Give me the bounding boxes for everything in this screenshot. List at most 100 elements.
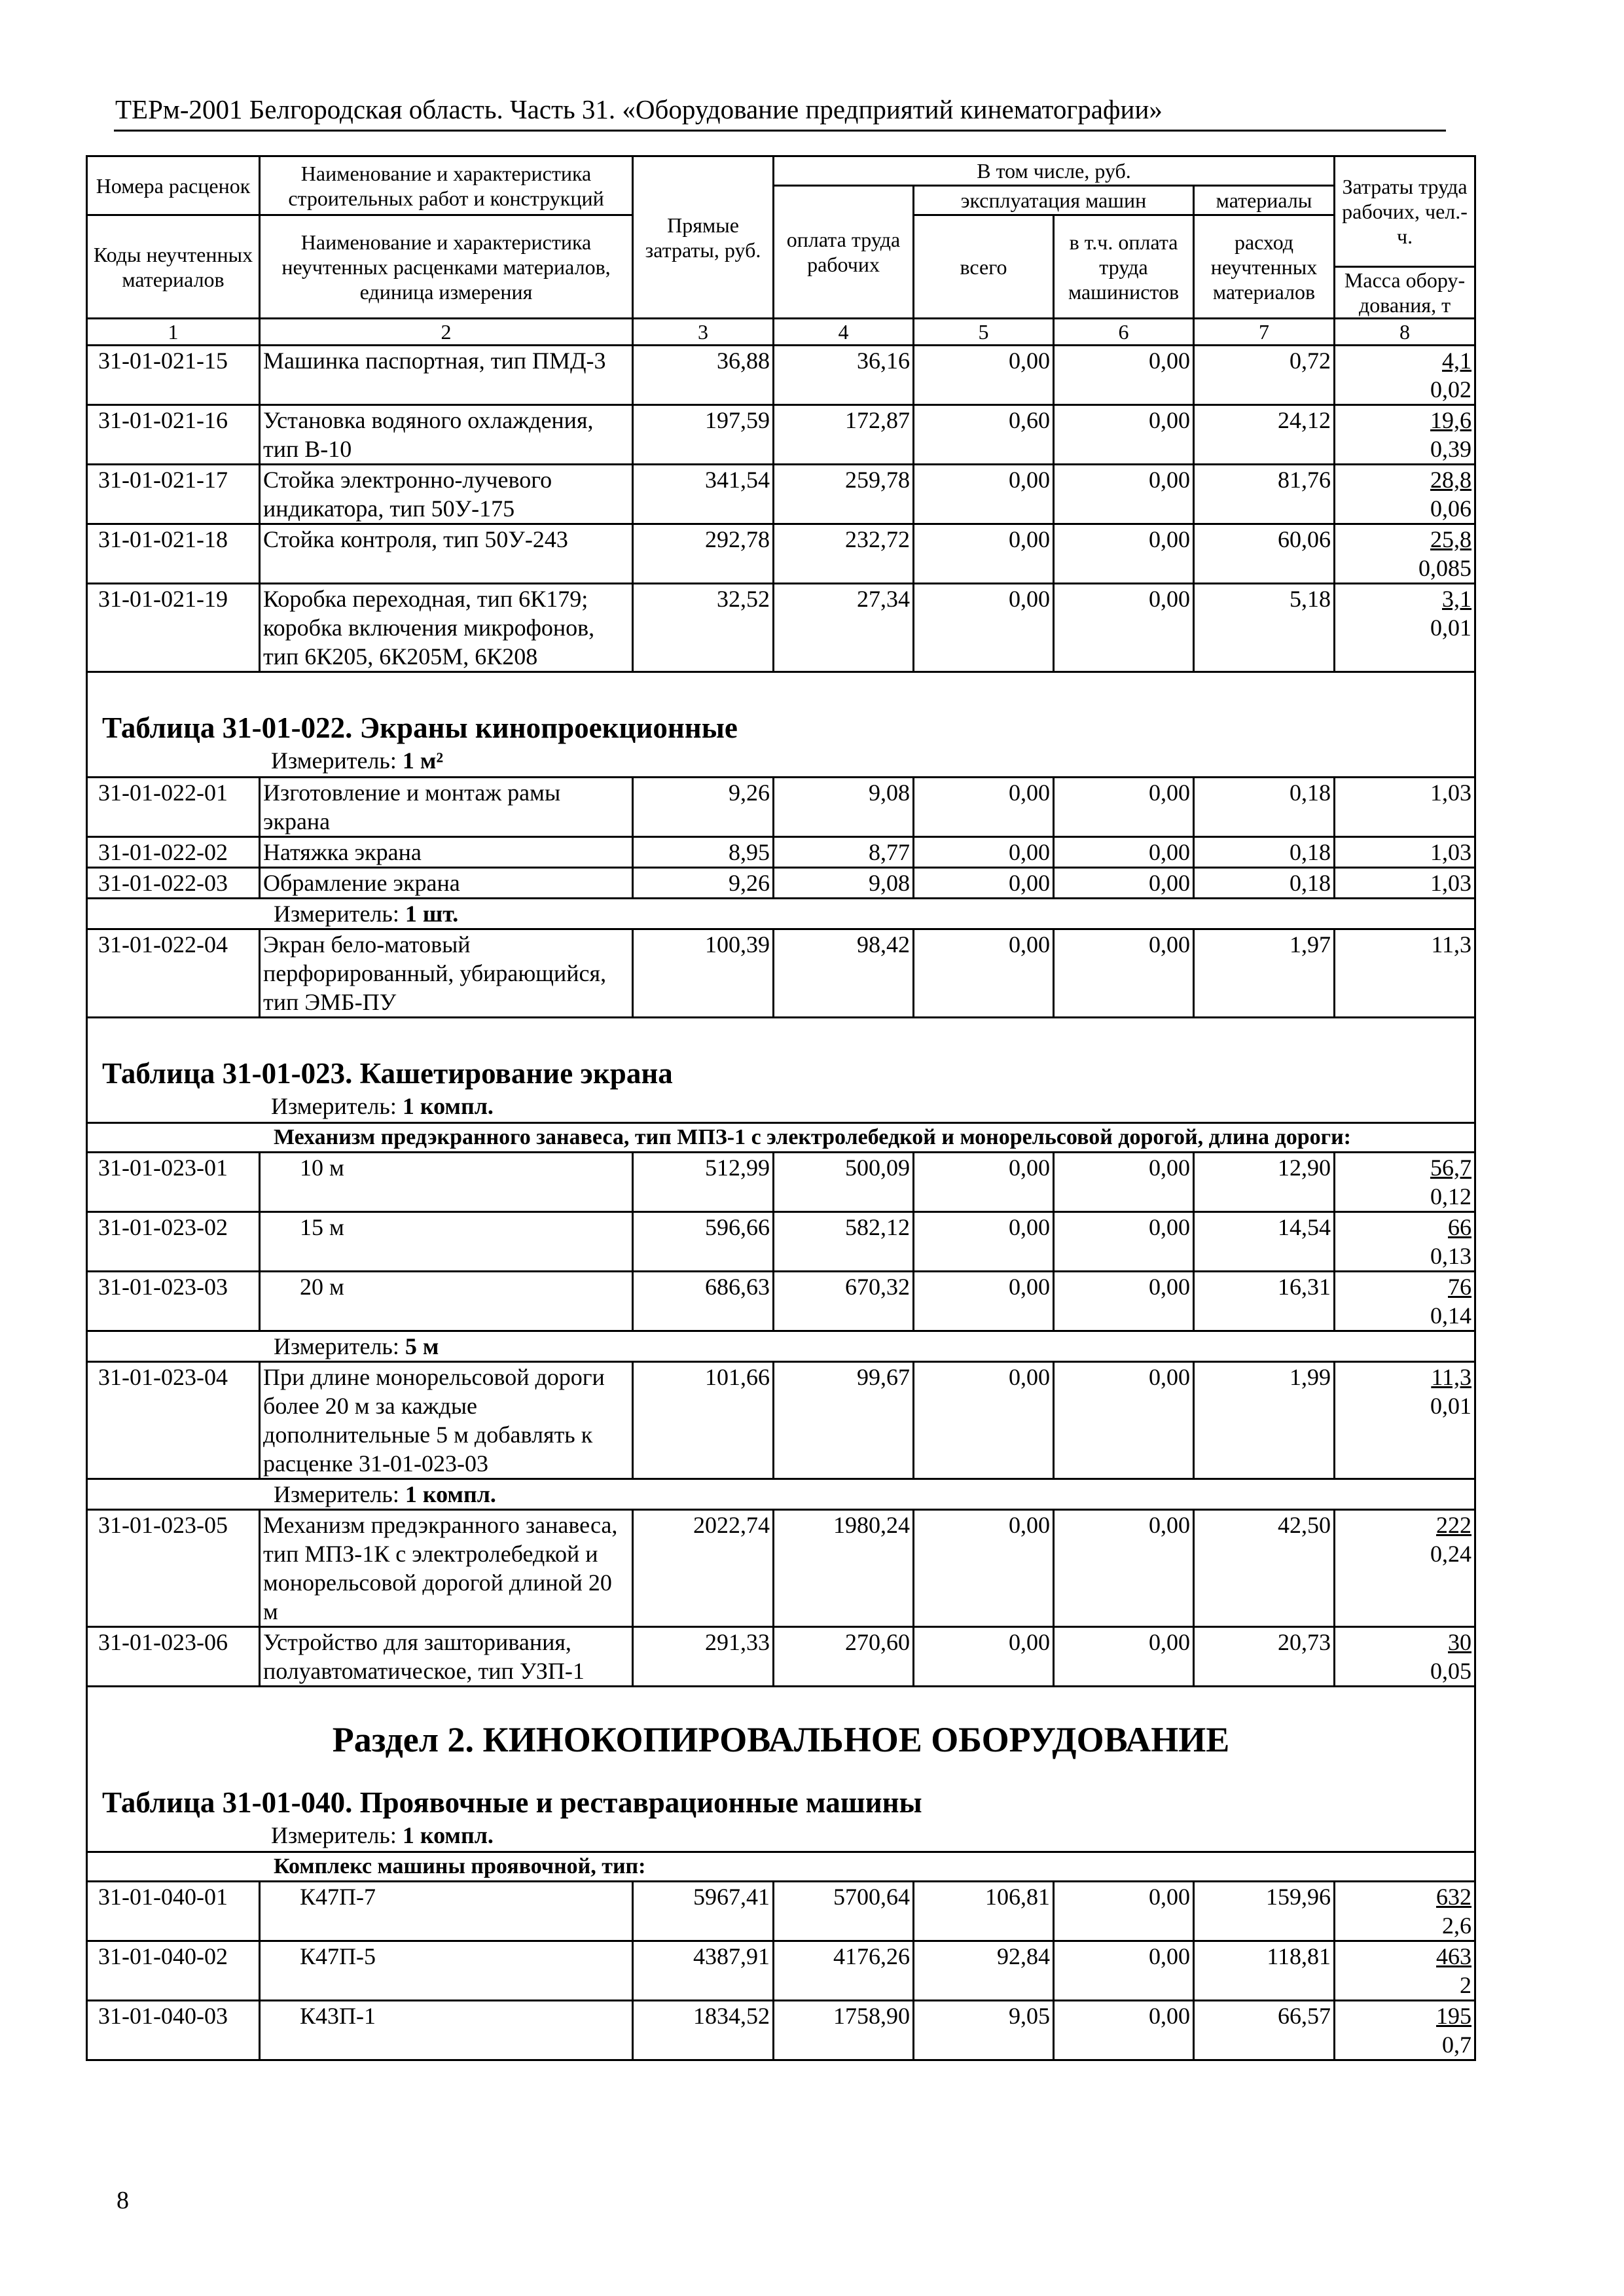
labor-mass-cell: 19,6 0,39: [1333, 404, 1477, 465]
value-c3: 5967,41: [632, 1880, 774, 1942]
rate-code: 31-01-023-01: [86, 1151, 261, 1213]
labor-value: 76: [1448, 1274, 1472, 1300]
value-c3: 596,66: [632, 1211, 774, 1272]
value-c4: 99,67: [772, 1361, 914, 1480]
labor-value: 66: [1448, 1214, 1472, 1240]
labor-mass-cell: 3,1 0,01: [1333, 583, 1477, 673]
value-c3: 101,66: [632, 1361, 774, 1480]
labor-value: 1,03: [1430, 780, 1472, 806]
work-name: Изготовление и монтаж рамы экрана: [259, 776, 634, 838]
rate-code: 31-01-021-17: [86, 463, 261, 525]
labor-value: 1,03: [1430, 839, 1472, 865]
table-row: 31-01-022-01 Изготовление и монтаж рамы э…: [86, 776, 1477, 838]
table-title: Таблица 31-01-022. Экраны кинопроекционн…: [102, 711, 738, 744]
value-c3: 292,78: [632, 523, 774, 584]
table-row: 31-01-023-01 10 м 512,99 500,09 0,00 0,00 12,9…: [86, 1151, 1477, 1213]
rate-code: 31-01-021-16: [86, 404, 261, 465]
labor-value: 1,03: [1430, 870, 1472, 896]
value-c7: 0,72: [1192, 344, 1336, 406]
table-row: 31-01-022-02 Натяжка экрана 8,95 8,77 0,00 0,…: [86, 836, 1477, 869]
value-c6: 0,00: [1053, 1211, 1195, 1272]
column-number: 5: [912, 317, 1055, 346]
measure-unit: Измеритель: 1 компл.: [88, 1821, 1474, 1851]
value-c3: 36,88: [632, 344, 774, 406]
col-operator-wages-header: в т.ч. оплата труда машинистов: [1053, 214, 1195, 319]
labor-value: 4,1: [1442, 348, 1472, 374]
running-header: ТЕРм-2001 Белгородская область. Часть 31…: [115, 94, 1163, 124]
work-name: К47П-5: [259, 1940, 634, 2001]
col-material-names-header: Наименование и характеристика неучтенных…: [259, 214, 634, 319]
value-c6: 0,00: [1053, 1509, 1195, 1628]
work-name-text: К43П-1: [300, 2003, 376, 2029]
labor-value: 3,1: [1442, 586, 1472, 612]
work-name-text: К47П-7: [300, 1884, 376, 1910]
labor-value: 11,3: [1431, 1364, 1472, 1390]
table-row: 31-01-021-18 Стойка контроля, тип 50У-243…: [86, 523, 1477, 584]
measure-label: Измеритель:: [274, 1481, 399, 1507]
measure-value: 1 м²: [402, 747, 444, 774]
work-name-text: Механизм предэкранного занавеса, тип МПЗ…: [263, 1512, 618, 1624]
value-c4: 9,08: [772, 776, 914, 838]
value-c7: 0,18: [1192, 836, 1336, 869]
work-name: Механизм предэкранного занавеса, тип МПЗ…: [259, 1509, 634, 1628]
mass-value: 2: [1460, 1972, 1472, 1998]
value-c6: 0,00: [1053, 463, 1195, 525]
value-c5: 106,81: [912, 1880, 1055, 1942]
table-row: 31-01-023-04 При длине монорельсовой доро…: [86, 1361, 1477, 1480]
group-header-row: Механизм предэкранного занавеса, тип МПЗ…: [85, 1122, 1477, 1153]
table-row: 31-01-021-15 Машинка паспортная, тип ПМД-…: [86, 344, 1477, 406]
table-row: 31-01-023-05 Механизм предэкранного занав…: [86, 1509, 1477, 1628]
column-number: 8: [1333, 317, 1477, 346]
value-c5: 92,84: [912, 1940, 1055, 2001]
rate-code: 31-01-022-01: [86, 776, 261, 838]
mass-value: 0,7: [1442, 2032, 1472, 2058]
table-row: 31-01-040-01 К47П-7 5967,41 5700,64 106,81 0,…: [86, 1880, 1477, 1942]
value-c4: 8,77: [772, 836, 914, 869]
value-c4: 1980,24: [772, 1509, 914, 1628]
value-c6: 0,00: [1053, 836, 1195, 869]
table-title-row: Таблица 31-01-022. Экраны кинопроекционн…: [85, 671, 1477, 778]
work-name-text: 15 м: [300, 1214, 344, 1240]
value-c7: 0,18: [1192, 867, 1336, 899]
col-mass-header: Масса обору-дования, т: [1333, 266, 1477, 319]
section-title: Раздел 2. КИНОКОПИРОВАЛЬНОЕ ОБОРУДОВАНИЕ: [332, 1720, 1230, 1759]
work-name-text: Коробка переходная, тип 6К179; коробка в…: [263, 586, 595, 670]
work-name: 15 м: [259, 1211, 634, 1272]
value-c4: 4176,26: [772, 1940, 914, 2001]
labor-mass-cell: 11,3 0,01: [1333, 1361, 1477, 1480]
labor-mass-cell: 76 0,14: [1333, 1270, 1477, 1332]
work-name: Натяжка экрана: [259, 836, 634, 869]
value-c4: 27,34: [772, 583, 914, 673]
work-name: Обрамление экрана: [259, 867, 634, 899]
table-title: Таблица 31-01-040. Проявочные и реставра…: [102, 1786, 922, 1819]
col-work-name-header: Наименование и характеристика строительн…: [259, 155, 634, 216]
work-name-text: Стойка электронно-лучевого индикатора, т…: [263, 467, 552, 522]
value-c3: 32,52: [632, 583, 774, 673]
rates-table: Номера расценок Наименование и характери…: [85, 155, 1477, 2061]
value-c7: 20,73: [1192, 1626, 1336, 1687]
work-name: Стойка контроля, тип 50У-243: [259, 523, 634, 584]
table-row: 31-01-021-19 Коробка переходная, тип 6К17…: [86, 583, 1477, 673]
col-direct-costs-header: Прямые затраты, руб.: [632, 155, 774, 319]
col-machines-total-header: всего: [912, 214, 1055, 319]
value-c7: 1,97: [1192, 928, 1336, 1018]
value-c3: 341,54: [632, 463, 774, 525]
value-c4: 1758,90: [772, 2000, 914, 2061]
rate-code: 31-01-023-02: [86, 1211, 261, 1272]
work-name: Экран бело-матовый перфорированный, убир…: [259, 928, 634, 1018]
value-c6: 0,00: [1053, 1626, 1195, 1687]
value-c7: 42,50: [1192, 1509, 1336, 1628]
measure-label: Измеритель:: [271, 1093, 397, 1119]
labor-mass-cell: 195 0,7: [1333, 2000, 1477, 2061]
work-name: Стойка электронно-лучевого индикатора, т…: [259, 463, 634, 525]
work-name: Коробка переходная, тип 6К179; коробка в…: [259, 583, 634, 673]
rate-code: 31-01-040-02: [86, 1940, 261, 2001]
value-c6: 0,00: [1053, 523, 1195, 584]
work-name-text: Машинка паспортная, тип ПМД-3: [263, 348, 606, 374]
value-c7: 118,81: [1192, 1940, 1336, 2001]
group-header: Комплекс машины проявочной, тип:: [85, 1851, 1477, 1882]
page-number: 8: [117, 2187, 129, 2214]
value-c3: 9,26: [632, 776, 774, 838]
value-c6: 0,00: [1053, 867, 1195, 899]
labor-mass-cell: 1,03: [1333, 836, 1477, 869]
